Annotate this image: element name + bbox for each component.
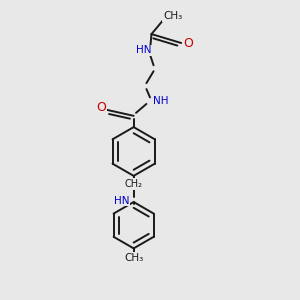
Text: HN: HN xyxy=(114,196,130,206)
Text: NH: NH xyxy=(153,96,168,106)
Text: O: O xyxy=(183,37,193,50)
Text: CH₃: CH₃ xyxy=(124,253,143,263)
Text: O: O xyxy=(97,101,106,114)
Text: CH₃: CH₃ xyxy=(163,11,182,21)
Text: HN: HN xyxy=(136,45,151,56)
Text: CH₂: CH₂ xyxy=(125,179,143,189)
